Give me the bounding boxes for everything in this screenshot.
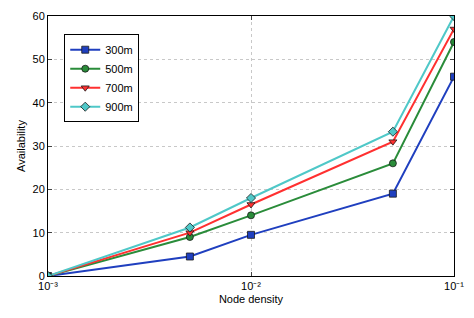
- svg-text:700m: 700m: [105, 82, 133, 94]
- svg-text:10⁻³: 10⁻³: [38, 280, 58, 292]
- svg-text:10⁻²: 10⁻²: [241, 280, 261, 292]
- svg-text:20: 20: [33, 183, 45, 195]
- svg-text:500m: 500m: [105, 63, 133, 75]
- svg-text:Node density: Node density: [219, 293, 284, 305]
- svg-text:50: 50: [33, 53, 45, 65]
- svg-text:Availability: Availability: [15, 120, 27, 172]
- svg-text:10: 10: [33, 227, 45, 239]
- svg-text:10⁻¹: 10⁻¹: [444, 280, 464, 292]
- svg-text:60: 60: [33, 10, 45, 22]
- svg-text:30: 30: [33, 140, 45, 152]
- svg-text:40: 40: [33, 97, 45, 109]
- svg-text:300m: 300m: [105, 44, 133, 56]
- svg-text:900m: 900m: [105, 101, 133, 113]
- svg-text:0: 0: [39, 270, 45, 282]
